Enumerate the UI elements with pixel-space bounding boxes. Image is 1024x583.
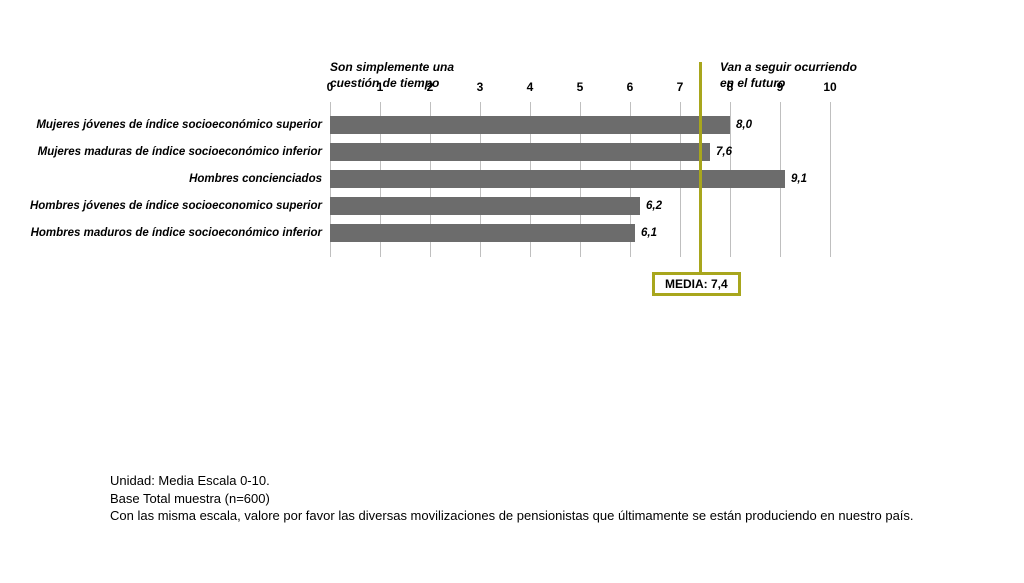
footer-line-question: Con las misma escala, valore por favor l… [110, 507, 914, 525]
plot-area: 012345678910 Mujeres jóvenes de índice s… [110, 102, 930, 257]
x-tick-label: 9 [777, 80, 784, 94]
bar: 8,0 [330, 116, 730, 134]
bar: 6,2 [330, 197, 640, 215]
bar-row: Mujeres maduras de índice socioeconómico… [330, 141, 830, 163]
x-tick-label: 7 [677, 80, 684, 94]
bar-row: Hombres concienciados9,1 [330, 168, 830, 190]
bar-row: Hombres jóvenes de índice socioeconomico… [330, 195, 830, 217]
chart-footer: Unidad: Media Escala 0-10. Base Total mu… [110, 472, 914, 525]
bar-row: Mujeres jóvenes de índice socioeconómico… [330, 114, 830, 136]
bar: 7,6 [330, 143, 710, 161]
bar: 9,1 [330, 170, 785, 188]
x-tick-label: 10 [823, 80, 836, 94]
bars-container: Mujeres jóvenes de índice socioeconómico… [330, 114, 830, 249]
bar-value-label: 7,6 [710, 146, 732, 158]
x-tick-label: 1 [377, 80, 384, 94]
bar-category-label: Mujeres jóvenes de índice socioeconómico… [36, 119, 330, 131]
bar-row: Hombres maduros de índice socioeconómico… [330, 222, 830, 244]
x-tick-label: 3 [477, 80, 484, 94]
chart-container: Son simplemente unacuestión de tiempo Va… [110, 60, 930, 257]
bar-category-label: Hombres jóvenes de índice socioeconomico… [30, 200, 330, 212]
media-reference-line [699, 62, 702, 272]
media-box-label: MEDIA: 7,4 [665, 277, 728, 291]
bar-value-label: 9,1 [785, 173, 807, 185]
media-box: MEDIA: 7,4 [652, 272, 741, 296]
footer-line-base: Base Total muestra (n=600) [110, 490, 914, 508]
x-tick-label: 6 [627, 80, 634, 94]
axis-top-labels: Son simplemente unacuestión de tiempo Va… [110, 60, 930, 98]
grid-line [830, 102, 831, 257]
x-tick-label: 2 [427, 80, 434, 94]
bar-value-label: 6,1 [635, 227, 657, 239]
bar-category-label: Mujeres maduras de índice socioeconómico… [38, 146, 330, 158]
bar-value-label: 6,2 [640, 200, 662, 212]
x-tick-label: 5 [577, 80, 584, 94]
x-tick-label: 4 [527, 80, 534, 94]
scale-anchor-left: Son simplemente unacuestión de tiempo [330, 60, 454, 91]
footer-line-unit: Unidad: Media Escala 0-10. [110, 472, 914, 490]
bar: 6,1 [330, 224, 635, 242]
bar-category-label: Hombres concienciados [189, 173, 330, 185]
bar-category-label: Hombres maduros de índice socioeconómico… [31, 227, 330, 239]
x-tick-label: 8 [727, 80, 734, 94]
x-tick-label: 0 [327, 80, 334, 94]
bar-value-label: 8,0 [730, 119, 752, 131]
